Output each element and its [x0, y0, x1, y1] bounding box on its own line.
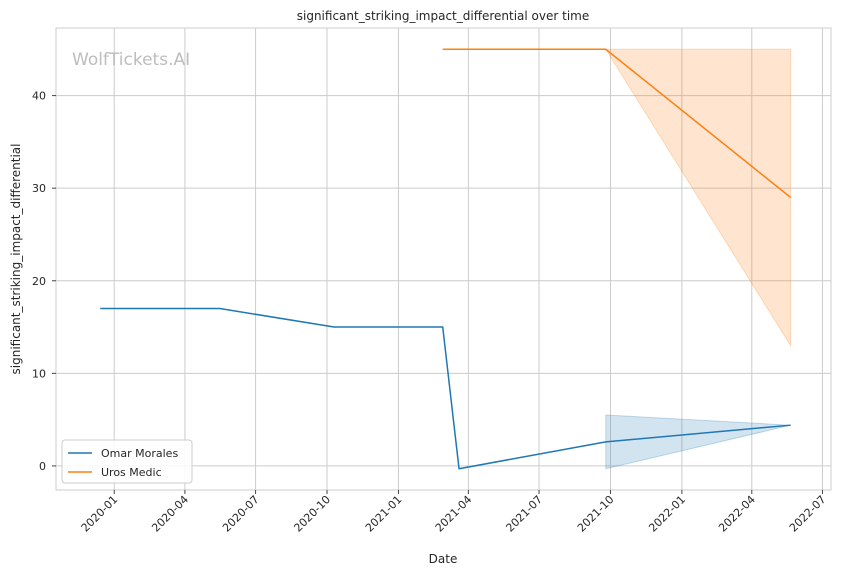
legend-box [61, 439, 193, 484]
y-tick-label: 10 [32, 367, 46, 380]
x-tick-label: 2020-04 [149, 493, 191, 535]
legend: Omar Morales Uros Medic [61, 439, 193, 484]
x-tick-label: 2020-07 [220, 493, 262, 535]
y-tick-label: 20 [32, 275, 46, 288]
chart-title: significant_striking_impact_differential… [297, 9, 589, 23]
y-tick-label: 40 [32, 90, 46, 103]
x-tick-label: 2020-10 [291, 493, 333, 535]
grid-lines [56, 28, 831, 490]
y-axis-title: significant_striking_impact_differential [9, 144, 23, 375]
x-tick-label: 2020-01 [79, 493, 121, 535]
x-axis-ticks: 2020-01 2020-04 2020-07 2020-10 2021-01 2021-… [79, 490, 829, 535]
confidence-bands [604, 48, 792, 470]
x-tick-label: 2021-10 [575, 493, 617, 535]
y-tick-label: 0 [39, 460, 46, 473]
series-lines [100, 48, 792, 470]
series-line-omar-morales [100, 307, 791, 470]
watermark: WolfTickets.AI [72, 50, 190, 70]
x-tick-label: 2021-04 [433, 493, 475, 535]
x-axis-title: Date [429, 552, 458, 566]
legend-label-omar-morales: Omar Morales [101, 447, 178, 460]
x-tick-label: 2021-01 [363, 493, 405, 535]
series-line-uros-medic [442, 48, 792, 199]
y-tick-label: 30 [32, 182, 46, 195]
legend-label-uros-medic: Uros Medic [101, 466, 162, 479]
x-tick-label: 2022-04 [716, 493, 758, 535]
x-tick-label: 2022-07 [787, 493, 829, 535]
y-axis-ticks: 0 10 20 30 40 [32, 90, 56, 473]
x-tick-label: 2022-01 [646, 493, 688, 535]
x-tick-label: 2021-07 [503, 493, 545, 535]
